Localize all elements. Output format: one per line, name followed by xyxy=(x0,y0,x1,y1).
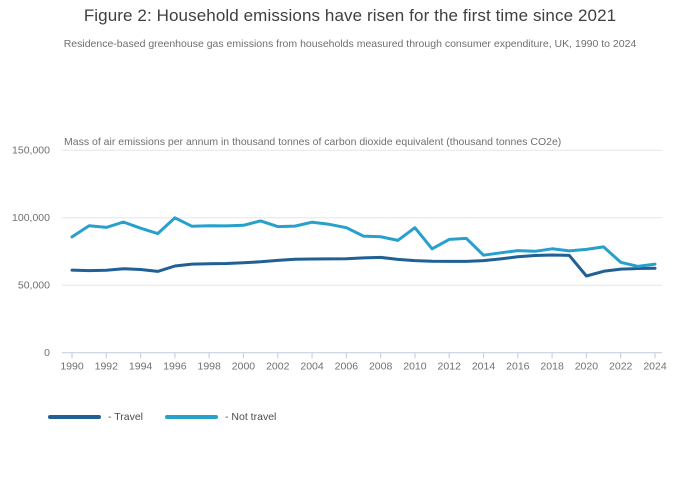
x-tick-label-2018: 2018 xyxy=(540,361,564,373)
legend: - Travel - Not travel xyxy=(48,411,276,423)
x-tick-label-2022: 2022 xyxy=(609,361,633,373)
x-tick-label-2004: 2004 xyxy=(300,361,324,373)
y-tick-label-100000: 100,000 xyxy=(12,212,50,224)
legend-item-travel: - Travel xyxy=(48,411,143,423)
x-tick-label-2016: 2016 xyxy=(506,361,530,373)
legend-item-not-travel: - Not travel xyxy=(165,411,276,423)
x-tick-label-2002: 2002 xyxy=(266,361,290,373)
y-axis-title: Mass of air emissions per annum in thous… xyxy=(64,136,562,148)
x-tick-label-2014: 2014 xyxy=(472,361,496,373)
x-tick-label-1998: 1998 xyxy=(197,361,221,373)
x-tick-label-2024: 2024 xyxy=(643,361,667,373)
x-tick-label-2010: 2010 xyxy=(403,361,427,373)
x-tick-label-2000: 2000 xyxy=(232,361,256,373)
travel-legend-label: - Travel xyxy=(108,411,144,423)
x-tick-label-1996: 1996 xyxy=(163,361,187,373)
y-tick-label-150000: 150,000 xyxy=(12,145,50,157)
not-travel-line xyxy=(70,216,657,268)
chart-title: Figure 2: Household emissions have risen… xyxy=(83,6,617,25)
x-tick-label-2006: 2006 xyxy=(335,361,359,373)
y-tick-label-0: 0 xyxy=(44,347,50,359)
x-tick-label-1992: 1992 xyxy=(95,361,119,373)
x-tick-label-1990: 1990 xyxy=(60,361,84,373)
not-travel-line-swatch xyxy=(165,415,219,419)
x-tick-label-2020: 2020 xyxy=(575,361,599,373)
x-tick-label-2008: 2008 xyxy=(369,361,393,373)
x-tick-label-2012: 2012 xyxy=(438,361,462,373)
not-travel-legend-label: - Not travel xyxy=(225,411,277,423)
travel-line xyxy=(70,253,657,278)
x-tick-label-1994: 1994 xyxy=(129,361,153,373)
chart-subtitle: Residence-based greenhouse gas emissions… xyxy=(63,38,637,50)
travel-line-swatch xyxy=(48,415,101,419)
y-tick-label-50000: 50,000 xyxy=(18,280,50,292)
